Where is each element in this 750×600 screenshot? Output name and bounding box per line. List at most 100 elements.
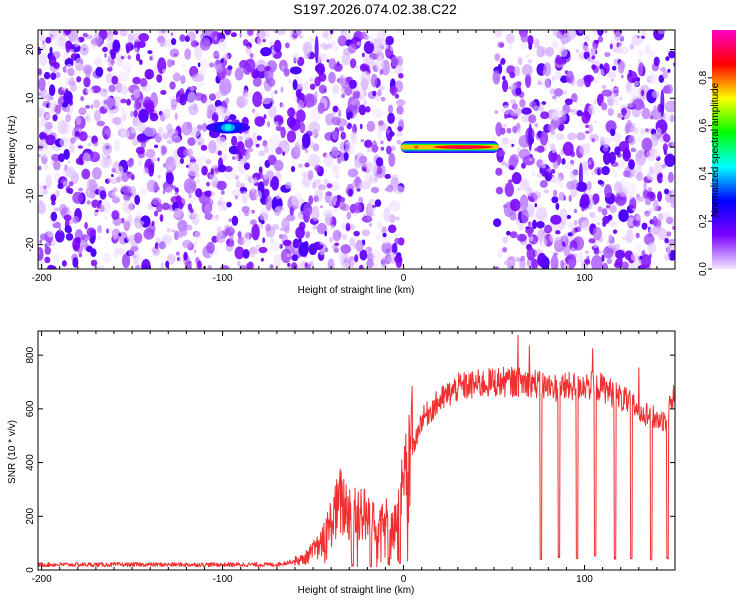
spectrogram-cell: [231, 189, 242, 197]
spectrogram-y-tick-label: -10: [25, 188, 36, 203]
spectrogram-cell: [492, 218, 502, 228]
spectrogram-cell: [215, 90, 222, 99]
spectrogram-cell: [561, 90, 568, 95]
spectrogram-cell: [358, 196, 364, 204]
spectrogram-cell: [589, 211, 596, 218]
spectrogram-cell: [665, 84, 673, 95]
spectrogram-cell: [521, 107, 532, 115]
spectrogram-cell: [324, 247, 329, 253]
spectrogram-cell: [256, 135, 262, 141]
spectrogram-cell: [274, 90, 278, 94]
spectrogram-cell: [588, 104, 594, 110]
spectrogram-cell: [517, 187, 521, 192]
spectrogram-cell: [287, 107, 296, 118]
spectrogram-x-tick-label: -200: [32, 273, 52, 284]
spectrogram-cell: [325, 191, 333, 197]
spectrogram-cell: [252, 177, 258, 184]
spectrogram-cell: [280, 126, 286, 139]
spectrogram-cell: [332, 42, 339, 53]
spectrogram-cell: [586, 181, 592, 191]
spectrogram-cell: [531, 170, 536, 177]
spectrogram-cell: [601, 102, 608, 111]
spectrogram-cell: [269, 264, 274, 269]
spectrogram-cell: [99, 190, 107, 200]
spectrogram-cell: [173, 230, 180, 241]
spectrogram-cell: [551, 196, 559, 204]
spectrogram-cell: [338, 75, 346, 87]
spectrogram-cell: [615, 86, 619, 90]
spectrogram-cell: [205, 181, 211, 187]
spectrogram-cell: [93, 142, 99, 147]
spectrogram-cell: [104, 128, 111, 136]
spectrogram-cell: [297, 56, 305, 67]
spectrogram-cell: [385, 145, 392, 155]
spectrogram-cell: [212, 204, 217, 209]
spectrogram-cell: [260, 90, 265, 96]
spectrogram-cell: [219, 72, 225, 78]
spectrogram-cell: [110, 174, 114, 178]
spectrogram-cell: [292, 95, 298, 102]
spectrogram-cell: [281, 217, 290, 232]
spectrogram-cell: [211, 215, 220, 222]
spectrogram-cell: [517, 233, 527, 242]
spectrogram-cell: [366, 258, 374, 269]
spectrogram-cell: [294, 146, 302, 154]
spectrogram-cell: [395, 113, 402, 122]
spectrogram-cell: [560, 33, 570, 44]
spectrogram-cell: [565, 70, 574, 84]
spectrogram-cell: [247, 176, 253, 183]
spectrogram-cell: [395, 131, 403, 137]
spectrogram-cell: [536, 45, 545, 58]
spectrogram-cell: [168, 166, 173, 170]
spectrogram-cell: [295, 88, 302, 98]
spectrogram-cell: [517, 128, 524, 137]
spectrogram-cell: [354, 114, 360, 121]
spectrogram-cell: [528, 114, 537, 124]
spectrogram-cell: [163, 163, 166, 168]
spectrogram-cell: [553, 189, 558, 197]
spectrogram-cell: [343, 152, 349, 161]
spectrogram-cell: [621, 74, 624, 79]
spectrogram-cell: [312, 181, 317, 190]
spectrogram-cell: [204, 204, 212, 215]
spectrogram-cell: [183, 177, 197, 195]
spectrogram-cell: [663, 149, 668, 156]
spectrogram-cell: [568, 194, 572, 202]
spectrogram-cell: [630, 147, 637, 153]
spectrogram-cell: [195, 179, 201, 184]
spectrogram-cell: [67, 67, 75, 77]
spectrogram-cell: [249, 219, 257, 226]
spectrogram-cell: [72, 215, 80, 224]
spectrogram-cell: [387, 224, 397, 234]
spectrogram-cell: [80, 96, 85, 102]
spectrogram-cell: [632, 127, 640, 136]
spectrogram-cell: [576, 110, 583, 117]
spectrogram-cell: [601, 89, 613, 97]
spectrogram-cell: [396, 139, 402, 145]
spectrogram-cell: [286, 130, 297, 143]
spectrogram-cell: [126, 171, 131, 175]
spectrogram-cell: [184, 35, 190, 43]
spectrogram-cell: [608, 219, 615, 227]
spectrogram-cell: [363, 40, 375, 54]
spectrogram-cell: [330, 146, 339, 160]
spectrogram-cell: [103, 59, 107, 65]
spectrogram-cell: [509, 231, 518, 239]
spectrogram-cell: [242, 249, 250, 259]
spectrogram-cell: [570, 179, 578, 190]
snr-x-label: Height of straight line (km): [298, 585, 415, 596]
spectrogram-cell: [646, 201, 651, 205]
spectrogram-cell: [111, 168, 116, 173]
spectrogram-cell: [544, 170, 553, 182]
spectrogram-cell: [622, 235, 630, 241]
spectrogram-cell: [226, 201, 232, 208]
spectrogram-cell: [273, 39, 282, 53]
spectrogram-cell: [576, 132, 586, 141]
snr-series-line: [38, 334, 675, 568]
spectrogram-cell: [189, 208, 194, 214]
spectrogram-cell: [527, 221, 532, 227]
spectrogram-cell: [260, 46, 272, 57]
spectrogram-cell: [616, 42, 619, 48]
spectrogram-cell: [111, 210, 120, 220]
spectrogram-cell: [391, 56, 400, 67]
